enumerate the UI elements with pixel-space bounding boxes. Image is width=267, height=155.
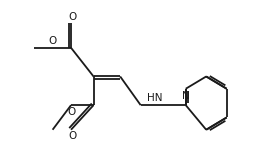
Text: N: N — [182, 91, 190, 101]
Text: O: O — [68, 12, 76, 22]
Text: HN: HN — [147, 93, 162, 103]
Text: O: O — [68, 131, 76, 141]
Text: O: O — [67, 107, 75, 117]
Text: O: O — [49, 36, 57, 46]
